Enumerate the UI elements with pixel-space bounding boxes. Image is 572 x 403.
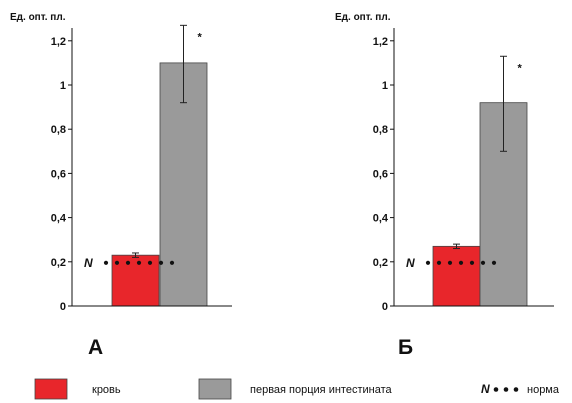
legend-norm-dot: [493, 387, 499, 392]
bar-blood: [432, 245, 481, 307]
y-tick-label: 0,6: [373, 168, 388, 180]
norm-label: N: [406, 256, 415, 270]
y-tick-label: 0,4: [51, 213, 67, 225]
norm-dot: [458, 260, 464, 265]
norm-dot: [169, 260, 175, 265]
legend-swatch-blood: [34, 378, 68, 400]
norm-dot: [147, 260, 153, 265]
legend-swatch-intestinal: [198, 378, 232, 400]
y-tick-label: 1,2: [51, 36, 66, 48]
norm-dot: [491, 260, 497, 265]
legend-label-blood: кровь: [92, 384, 121, 396]
y-tick-label: 0,2: [51, 257, 66, 269]
legend-norm-symbol: N: [481, 382, 490, 396]
y-tick-label: 1: [382, 80, 388, 92]
legend-label-intestinal: первая порция интестината: [250, 384, 392, 396]
y-tick-label: 0: [60, 301, 66, 313]
bar-intestinal: [159, 62, 208, 307]
y-tick-label: 0,6: [51, 168, 66, 180]
norm-dot: [447, 260, 453, 265]
y-tick-label: 0,4: [373, 213, 389, 225]
y-tick-label: 0,8: [51, 124, 66, 136]
norm-dot: [136, 260, 142, 265]
norm-dot: [103, 260, 109, 265]
legend-norm-label: норма: [527, 384, 560, 396]
y-axis-label: Ед. опт. пл.: [335, 12, 391, 23]
legend: кровь первая порция интестината N норма: [34, 378, 560, 400]
y-axis-label: Ед. опт. пл.: [10, 12, 66, 23]
y-tick-label: 1: [60, 80, 66, 92]
norm-dot: [425, 260, 431, 265]
norm-dot: [114, 260, 120, 265]
panel-letter: Б: [398, 336, 413, 359]
significance-star: *: [198, 31, 203, 43]
norm-label: N: [84, 256, 93, 270]
chart-panel-a: Ед. опт. пл. 0 0,2 0,4 0,6 0,8 1 1,2 * N А: [10, 12, 232, 359]
y-tick-label: 0: [382, 301, 388, 313]
legend-norm-dot: [513, 387, 519, 392]
y-tick-label: 1,2: [373, 36, 388, 48]
y-tick-label: 0,2: [373, 257, 388, 269]
chart-panel-b: Ед. опт. пл. 0 0,2 0,4 0,6 0,8 1 1,2 * N Б: [335, 12, 554, 359]
y-tick-label: 0,8: [373, 124, 388, 136]
panel-letter: А: [88, 336, 103, 359]
norm-dot: [125, 260, 131, 265]
norm-dot: [469, 260, 475, 265]
norm-dot: [158, 260, 164, 265]
norm-dot: [480, 260, 486, 265]
significance-star: *: [518, 62, 523, 74]
norm-dot: [436, 260, 442, 265]
legend-norm-dot: [503, 387, 509, 392]
